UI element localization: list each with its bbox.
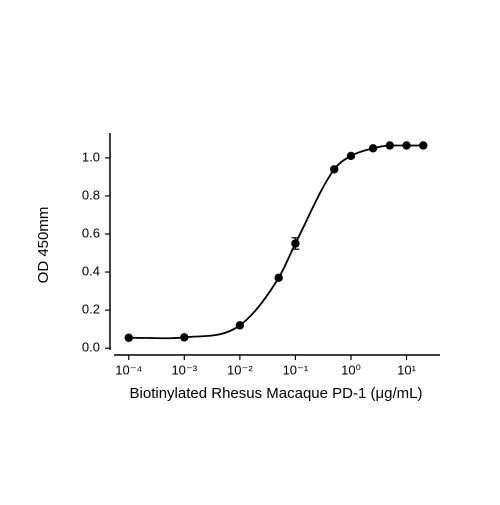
x-tick-label: 10⁰ (341, 362, 361, 377)
x-tick-label: 10⁻² (227, 362, 253, 377)
point (291, 239, 300, 248)
y-tick-label: 0.0 (82, 340, 100, 355)
y-tick-label: 0.6 (82, 225, 100, 240)
x-tick-label: 10⁻³ (171, 362, 197, 377)
point (402, 141, 411, 150)
y-tick-label: 0.8 (82, 187, 100, 202)
point (124, 333, 133, 342)
x-tick-label: 10⁻⁴ (115, 362, 142, 377)
point (385, 141, 395, 150)
point (274, 273, 283, 282)
y-tick-label: 1.0 (82, 149, 100, 164)
point (368, 144, 378, 153)
x-axis-title: Biotinylated Rhesus Macaque PD-1 (μg/mL) (130, 385, 423, 402)
point (330, 165, 339, 174)
y-axis-title: OD 450mm (35, 207, 52, 284)
point (235, 321, 245, 330)
point (419, 141, 428, 150)
x-tick-label: 10⁻¹ (283, 362, 309, 377)
point (180, 333, 189, 342)
y-tick-label: 0.4 (82, 263, 100, 278)
x-tick-label: 10¹ (397, 362, 416, 377)
y-tick-label: 0.2 (82, 302, 100, 317)
point (346, 151, 356, 161)
